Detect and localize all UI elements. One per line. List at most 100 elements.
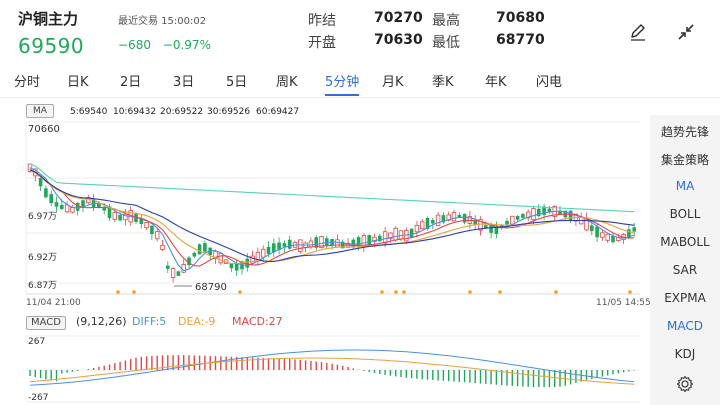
candle-down <box>558 210 562 215</box>
time-start-label: 11/04 21:00 <box>26 298 81 308</box>
stat-open: 开盘 70630 <box>308 32 428 52</box>
signal-dot <box>628 290 632 294</box>
candle-up <box>154 231 160 240</box>
candle-down <box>107 206 112 219</box>
macd-chart[interactable]: 267 -267 <box>0 332 650 405</box>
candle-down <box>351 239 356 248</box>
indicator-trend-pioneer[interactable]: 趋势先锋 <box>660 125 709 139</box>
stat-label: 最高 <box>432 13 460 29</box>
candle-down <box>192 252 197 257</box>
candle-up <box>218 252 223 264</box>
candle-up <box>372 236 377 242</box>
candle-down <box>378 235 382 242</box>
ma30-legend: 30:69526 <box>207 107 251 117</box>
candle-up <box>144 221 149 229</box>
candle-down <box>457 214 462 218</box>
indicator-sar[interactable]: SAR <box>672 263 698 277</box>
tab-5min[interactable]: 5分钟 <box>325 71 360 96</box>
candle-up <box>250 255 255 264</box>
candle-down <box>441 215 446 223</box>
indicator-expma[interactable]: EXPMA <box>664 291 706 305</box>
candle-up <box>451 212 457 222</box>
gear-icon[interactable] <box>650 375 720 396</box>
macd-top-label: 267 <box>28 337 45 347</box>
stat-label: 昨结 <box>308 13 336 29</box>
candle-down <box>102 207 106 211</box>
candle-up <box>70 207 75 213</box>
candle-up <box>308 240 314 248</box>
contract-title: 沪铜主力 <box>18 10 79 28</box>
candle-down <box>542 206 546 215</box>
candle-down <box>54 202 59 207</box>
pen-icon[interactable] <box>624 18 652 46</box>
candle-down <box>49 194 53 204</box>
candle-down <box>595 226 599 238</box>
candle-down <box>627 229 631 239</box>
candle-down <box>505 220 509 225</box>
tab-5day[interactable]: 5日 <box>226 75 248 90</box>
tab-month-k[interactable]: 月K <box>382 75 404 90</box>
candle-up <box>526 211 531 219</box>
tabs-divider <box>0 97 720 98</box>
indicator-maboll[interactable]: MABOLL <box>660 235 710 249</box>
signal-dot <box>238 290 242 294</box>
tab-flash[interactable]: 闪电 <box>536 75 563 90</box>
candle-up <box>123 213 128 221</box>
change-value: −680 <box>118 38 151 52</box>
signal-dot <box>394 290 398 294</box>
signal-dot <box>380 290 384 294</box>
stat-value: 70630 <box>374 32 423 48</box>
macd-diff-line <box>29 349 635 386</box>
candle-down <box>431 220 435 224</box>
indicator-panel: 趋势先锋 集金策略 MA BOLL MABOLL SAR EXPMA MACD … <box>650 115 720 405</box>
candle-up <box>382 231 388 244</box>
candle-up <box>64 204 70 213</box>
change-percent: −0.97% <box>162 38 211 52</box>
candle-down <box>325 238 329 246</box>
indicator-ma[interactable]: MA <box>675 179 695 193</box>
candle-down <box>611 235 615 243</box>
candle-down <box>134 214 138 222</box>
macd-dea: DEA:-9 <box>178 315 216 328</box>
indicator-gold-strategy[interactable]: 集金策略 <box>660 153 709 167</box>
tab-day-k[interactable]: 日K <box>67 75 89 90</box>
candle-down <box>537 208 541 216</box>
candle-up <box>600 232 605 238</box>
tab-week-k[interactable]: 周K <box>276 75 298 90</box>
macd-value: MACD:27 <box>232 315 283 328</box>
collapse-arrows-icon[interactable] <box>672 18 700 46</box>
indicator-macd[interactable]: MACD <box>667 319 703 333</box>
price-axis-label: 6.87万 <box>28 281 57 291</box>
tab-quarter-k[interactable]: 季K <box>432 75 454 90</box>
ma-indicator-tag[interactable]: MA <box>26 104 54 118</box>
candle-down <box>150 225 154 235</box>
tab-fenshi[interactable]: 分时 <box>14 75 41 90</box>
candle-down <box>367 235 371 246</box>
candlestick-chart[interactable]: 70660 6.97万 6.92万 6.87万 68790 11/04 21:0… <box>0 118 650 310</box>
ma-line <box>29 167 635 272</box>
signal-dot <box>116 290 120 294</box>
macd-bottom-label: -267 <box>28 393 48 403</box>
candle-up <box>112 211 117 220</box>
stat-label: 开盘 <box>308 35 336 51</box>
indicator-boll[interactable]: BOLL <box>669 207 701 221</box>
candle-down <box>515 216 520 220</box>
candle-up <box>260 248 266 258</box>
candle-down <box>314 237 318 248</box>
candle-down <box>499 224 504 228</box>
candle-up <box>393 227 398 241</box>
tab-3day[interactable]: 3日 <box>173 75 195 90</box>
candle-down <box>473 220 477 225</box>
macd-indicator-tag[interactable]: MACD <box>26 316 66 330</box>
candle-up <box>531 208 536 220</box>
candle-down <box>494 225 499 234</box>
signal-dot <box>468 290 472 294</box>
candle-down <box>489 224 493 233</box>
tab-year-k[interactable]: 年K <box>485 75 507 90</box>
indicator-kdj[interactable]: KDJ <box>674 347 696 361</box>
tab-2day[interactable]: 2日 <box>120 75 142 90</box>
candle-up <box>298 239 303 252</box>
candle-down <box>356 237 361 247</box>
stat-value: 70680 <box>496 10 545 26</box>
